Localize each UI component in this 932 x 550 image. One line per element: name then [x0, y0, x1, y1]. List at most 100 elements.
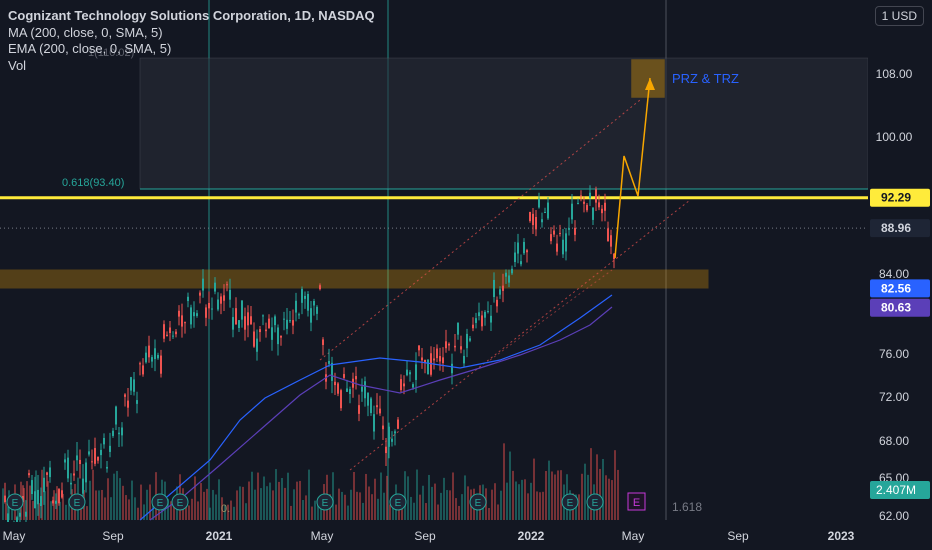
- volume-bar: [38, 503, 40, 520]
- volume-bar: [263, 476, 265, 520]
- candle-body: [535, 217, 537, 230]
- volume-bar: [284, 487, 286, 520]
- candle-body: [97, 456, 99, 461]
- candle-body: [583, 201, 585, 204]
- volume-bar: [545, 470, 547, 520]
- volume-bar: [26, 481, 28, 520]
- volume-bar: [167, 498, 169, 520]
- volume-bar: [23, 488, 25, 520]
- candle-body: [241, 300, 243, 320]
- candle-body: [58, 489, 60, 504]
- volume-bar: [437, 504, 439, 520]
- candle-body: [73, 473, 75, 476]
- candle-body: [409, 372, 411, 375]
- candle-body: [217, 299, 219, 310]
- candle-body: [439, 356, 441, 362]
- candle-body: [67, 457, 69, 479]
- candle-body: [289, 320, 291, 322]
- volume-bar: [269, 482, 271, 520]
- volume-bar: [101, 489, 103, 520]
- candle-body: [484, 311, 486, 318]
- candle-body: [523, 241, 525, 254]
- volume-bar: [197, 501, 199, 520]
- volume-bar: [143, 504, 145, 520]
- candle-body: [349, 389, 351, 394]
- candle-body: [472, 324, 474, 329]
- candle-body: [307, 294, 309, 311]
- volume-bar: [434, 483, 436, 520]
- volume-bar: [344, 494, 346, 520]
- candle-body: [334, 381, 336, 386]
- candle-body: [163, 324, 165, 339]
- support-zone: [0, 269, 709, 289]
- candle-body: [103, 437, 105, 445]
- candle-body: [379, 408, 381, 414]
- candle-body: [262, 315, 264, 317]
- candle-body: [235, 308, 237, 325]
- volume-bar: [386, 475, 388, 520]
- volume-bar: [209, 507, 211, 520]
- candle-body: [562, 239, 564, 255]
- candle-body: [595, 189, 597, 203]
- volume-bar: [338, 488, 340, 520]
- earnings-marker-label: E: [157, 498, 164, 509]
- volume-bar: [218, 479, 220, 520]
- price-label-bg: [870, 219, 930, 238]
- projection-path: [614, 77, 651, 259]
- volume-bar: [419, 494, 421, 520]
- price-tick: 100.00: [876, 130, 913, 144]
- volume-bar: [608, 478, 610, 520]
- candle-body: [280, 335, 282, 338]
- candle-body: [331, 362, 333, 381]
- candle-body: [340, 390, 342, 409]
- candle-body: [424, 359, 426, 363]
- candle-body: [394, 431, 396, 434]
- earnings-marker: [6, 493, 24, 511]
- candle-body: [529, 212, 531, 222]
- currency-button[interactable]: 1 USD: [874, 6, 924, 26]
- volume-bar: [92, 469, 94, 520]
- candle-body: [118, 432, 120, 435]
- volume-bar: [41, 469, 43, 520]
- volume-bar: [281, 477, 283, 520]
- candle-body: [361, 386, 363, 392]
- projection-arrow: [645, 78, 655, 90]
- volume-bar: [227, 504, 229, 520]
- volume-bar: [443, 477, 445, 520]
- candle-body: [19, 512, 21, 517]
- candle-body: [52, 500, 54, 504]
- volume-bar: [98, 490, 100, 520]
- price-label: 88.96: [881, 221, 911, 235]
- volume-bar: [359, 492, 361, 520]
- volume-bar: [404, 471, 406, 520]
- candle-body: [145, 352, 147, 363]
- volume-bar: [503, 443, 505, 520]
- candle-body: [301, 288, 303, 303]
- time-tick: 2023: [828, 529, 855, 543]
- indicator-ma[interactable]: MA (200, close, 0, SMA, 5): [8, 24, 163, 40]
- candle-body: [451, 363, 453, 374]
- price-label: 82.56: [881, 281, 911, 295]
- time-tick: Sep: [727, 529, 749, 543]
- candle-body: [337, 383, 339, 394]
- volume-bar: [257, 472, 259, 520]
- candle-body: [448, 343, 450, 346]
- price-tick: 72.00: [879, 390, 909, 404]
- price-label: 92.29: [881, 191, 911, 205]
- candle-body: [205, 307, 207, 318]
- candle-body: [277, 327, 279, 345]
- volume-bar: [194, 476, 196, 520]
- volume-bar: [116, 470, 118, 520]
- indicator-vol[interactable]: Vol: [8, 57, 27, 73]
- candle-body: [526, 250, 528, 253]
- candle-body: [586, 204, 588, 211]
- candle-body: [28, 473, 30, 476]
- volume-bar: [617, 469, 619, 520]
- candle-body: [391, 438, 393, 442]
- candle-body: [460, 346, 462, 350]
- volume-bar: [377, 498, 379, 520]
- candle-body: [208, 302, 210, 309]
- indicator-ema[interactable]: EMA (200, close, 0, SMA, 5): [8, 41, 172, 56]
- candle-body: [202, 278, 204, 291]
